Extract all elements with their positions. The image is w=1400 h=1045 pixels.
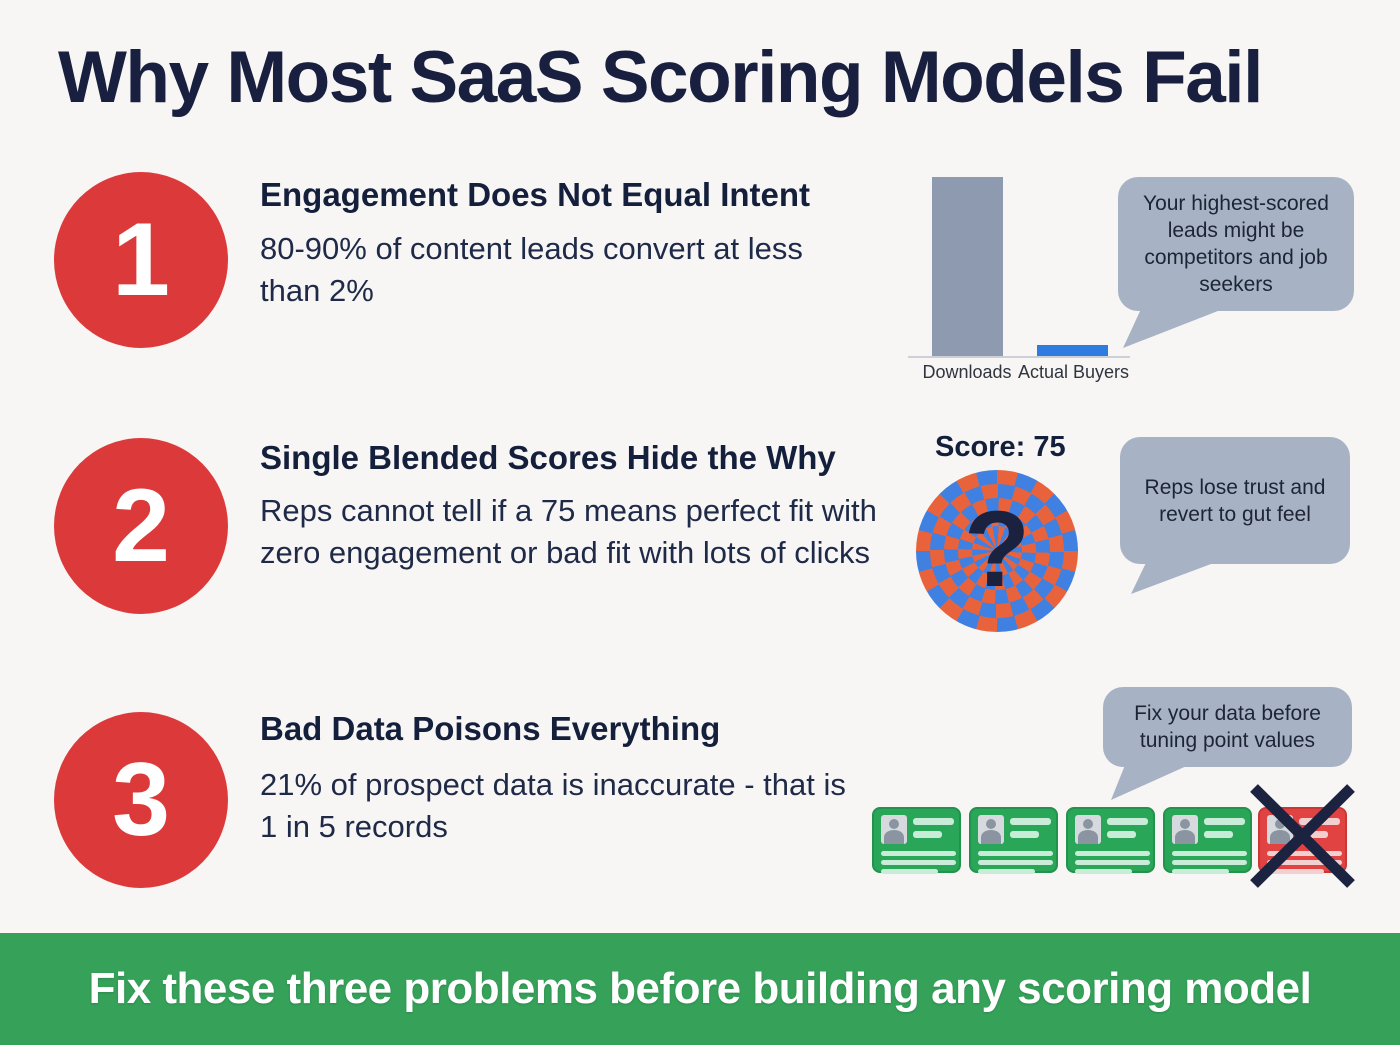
section-3-number-badge: 3: [54, 712, 228, 888]
contact-card-good-2: [969, 807, 1058, 874]
speech-bubble-1-tail: [1123, 309, 1223, 348]
section-1-number-badge: 1: [54, 172, 228, 348]
section-3-body: 21% of prospect data is inaccurate - tha…: [260, 767, 846, 845]
spiral-question-icon: ?: [916, 470, 1078, 632]
section-2-body: Reps cannot tell if a 75 means perfect f…: [260, 493, 877, 571]
avatar-icon: [978, 815, 1004, 844]
section-3-heading: Bad Data Poisons Everything: [260, 710, 721, 747]
avatar-icon: [1075, 815, 1101, 844]
section-2-number-badge: 2: [54, 438, 228, 614]
speech-bubble-2-text: Reps lose trust and revert to gut feel: [1144, 475, 1326, 526]
section-1-heading: Engagement Does Not Equal Intent: [260, 176, 811, 213]
speech-bubble-1: Your highest-scored leads might be compe…: [1118, 177, 1354, 311]
speech-bubble-3-text: Fix your data before tuning point values: [1134, 702, 1321, 752]
contact-card-good-1: [872, 807, 961, 874]
speech-bubble-2: Reps lose trust and revert to gut feel: [1120, 437, 1350, 564]
contact-card-good-4: [1163, 807, 1252, 874]
speech-bubble-3-tail: [1111, 764, 1191, 800]
chart-baseline: [908, 356, 1130, 358]
x-mark-icon: [1250, 784, 1355, 888]
footer-banner: Fix these three problems before building…: [0, 933, 1400, 1045]
section-1-body: 80-90% of content leads convert at less …: [260, 231, 803, 309]
contact-card-good-3: [1066, 807, 1155, 874]
speech-bubble-1-text: Your highest-scored leads might be compe…: [1142, 192, 1329, 296]
section-2-heading: Single Blended Scores Hide the Why: [260, 439, 836, 476]
section-1-number: 1: [112, 202, 170, 318]
footer-banner-text: Fix these three problems before building…: [88, 964, 1312, 1013]
spiral-layer: [972, 526, 1022, 576]
speech-bubble-3: Fix your data before tuning point values: [1103, 687, 1352, 767]
bar-label-actual-buyers: Actual Buyers: [1018, 362, 1130, 382]
score-label: Score: 75: [935, 431, 1066, 463]
section-3-number: 3: [112, 742, 170, 858]
avatar-icon: [881, 815, 907, 844]
bar-actual-buyers: [1037, 345, 1108, 356]
section-2-number: 2: [112, 468, 170, 584]
bar-downloads: [932, 177, 1003, 356]
speech-bubble-2-tail: [1131, 561, 1219, 594]
page-title: Why Most SaaS Scoring Models Fail: [58, 37, 1263, 118]
bar-label-downloads: Downloads: [922, 362, 1012, 382]
avatar-icon: [1172, 815, 1198, 844]
question-mark-icon: ?: [964, 487, 1030, 609]
downloads-vs-buyers-chart: [914, 177, 1128, 356]
